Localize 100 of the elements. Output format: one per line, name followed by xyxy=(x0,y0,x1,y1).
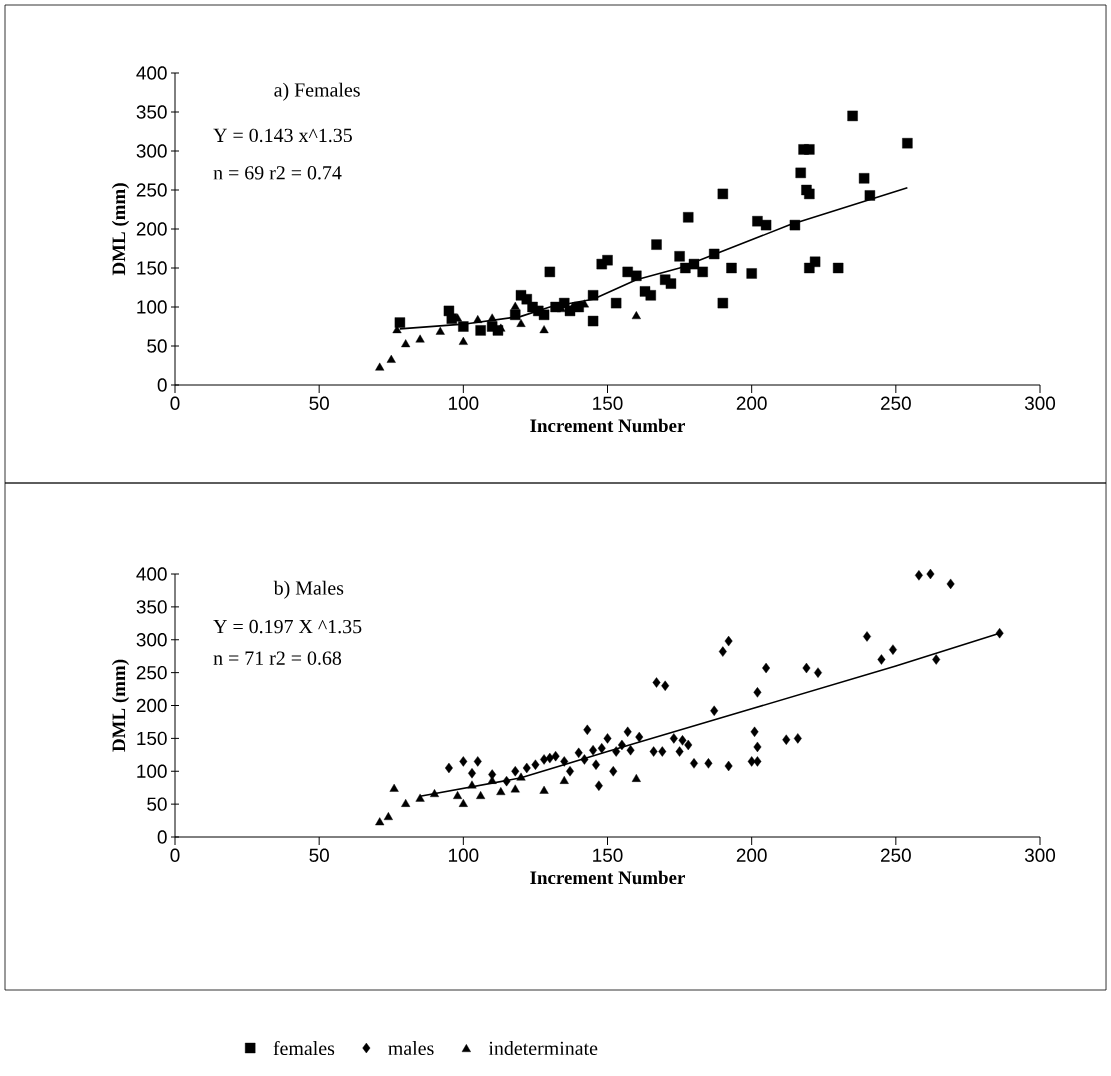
annotation: n = 71 r2 = 0.68 xyxy=(213,651,342,665)
point xyxy=(566,766,574,777)
y-tick-label: 150 xyxy=(137,731,167,746)
point xyxy=(795,167,806,179)
y-axis-title: DML (mm) xyxy=(111,659,130,752)
y-tick-label: 250 xyxy=(136,183,167,197)
point xyxy=(574,747,583,759)
point xyxy=(804,188,815,200)
point xyxy=(889,644,897,655)
point xyxy=(592,759,600,770)
point xyxy=(688,258,700,270)
point xyxy=(510,309,521,320)
point xyxy=(516,318,526,327)
legend-label: males xyxy=(388,1041,434,1056)
annotation: Y = 0.143 x^1.35 xyxy=(213,128,352,143)
x-tick-label: 250 xyxy=(881,848,911,862)
point xyxy=(612,746,621,757)
point xyxy=(793,733,802,744)
point xyxy=(603,733,612,744)
point xyxy=(617,739,626,751)
point xyxy=(589,745,598,756)
point xyxy=(539,785,549,794)
x-tick-label: 100 xyxy=(448,396,479,410)
point xyxy=(753,741,762,753)
y-tick-label: 50 xyxy=(147,797,167,811)
point xyxy=(475,325,486,336)
y-tick-label: 250 xyxy=(136,665,167,680)
point xyxy=(804,144,815,155)
x-tick-label: 50 xyxy=(309,848,329,862)
point xyxy=(762,662,771,674)
point xyxy=(375,362,385,371)
y-tick-label: 350 xyxy=(136,105,167,119)
x-tick-label: 150 xyxy=(593,396,623,410)
x-tick-label: 300 xyxy=(1024,396,1056,410)
point xyxy=(717,297,729,309)
point xyxy=(789,219,801,231)
point xyxy=(389,783,399,792)
point xyxy=(652,677,661,688)
point xyxy=(631,270,642,281)
point xyxy=(587,315,599,327)
point xyxy=(717,188,729,200)
y-tick-label: 150 xyxy=(137,261,167,275)
point xyxy=(594,780,603,791)
point xyxy=(877,654,886,665)
point xyxy=(444,762,453,774)
point xyxy=(597,743,606,754)
point xyxy=(665,278,677,289)
point xyxy=(544,266,556,278)
point xyxy=(684,739,693,751)
y-tick-label: 300 xyxy=(136,144,167,158)
point xyxy=(649,746,658,757)
point xyxy=(487,313,497,322)
y-tick-label: 350 xyxy=(136,600,167,614)
point xyxy=(932,654,941,665)
point xyxy=(914,570,923,581)
legend-label: females xyxy=(273,1040,335,1056)
point xyxy=(802,662,811,674)
point xyxy=(468,768,476,779)
point xyxy=(502,775,511,787)
y-tick-label: 300 xyxy=(136,633,167,647)
point xyxy=(510,784,520,793)
legend-label: indeterminate xyxy=(488,1041,598,1056)
point xyxy=(782,734,791,745)
point xyxy=(459,756,468,767)
point xyxy=(753,756,762,767)
point xyxy=(858,173,870,184)
point xyxy=(375,817,385,826)
point xyxy=(551,750,560,762)
x-tick-label: 200 xyxy=(736,396,767,410)
y-tick-label: 100 xyxy=(137,300,167,314)
point xyxy=(516,772,526,781)
point xyxy=(675,746,684,757)
point xyxy=(726,262,737,274)
point xyxy=(496,787,506,795)
point xyxy=(511,766,520,777)
point xyxy=(809,256,821,267)
point xyxy=(467,780,477,789)
point xyxy=(926,568,935,580)
point xyxy=(718,646,727,657)
point xyxy=(453,791,463,799)
point xyxy=(750,726,759,738)
annotation: a) Females xyxy=(274,82,360,101)
point xyxy=(645,290,656,301)
point xyxy=(847,110,858,122)
point xyxy=(458,321,469,332)
x-tick-label: 150 xyxy=(593,848,623,862)
point xyxy=(522,762,531,774)
point xyxy=(415,793,425,802)
point xyxy=(631,773,641,782)
point xyxy=(902,138,913,149)
point xyxy=(559,775,569,784)
point xyxy=(383,812,393,820)
x-tick-label: 250 xyxy=(881,396,911,410)
point xyxy=(458,798,468,807)
point xyxy=(394,317,406,328)
point xyxy=(753,687,762,698)
point xyxy=(531,759,540,770)
point xyxy=(661,680,670,691)
point xyxy=(435,326,445,335)
point xyxy=(473,315,483,323)
